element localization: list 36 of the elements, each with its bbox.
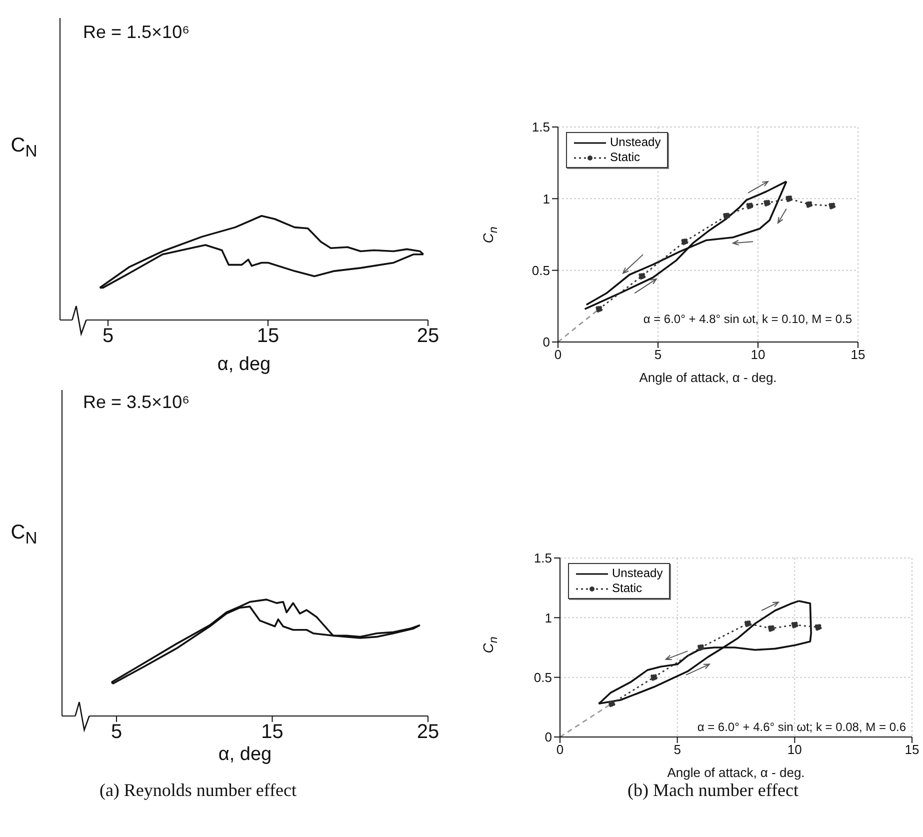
y-axis-title: C$_{N}$ [10,134,38,162]
x-tick-label: 0 [554,347,562,362]
x-tick-label: 15 [850,347,866,362]
legend-label: Static [612,581,642,596]
legend-label: Unsteady [612,566,663,581]
x-axis-title: Angle of attack, α - deg. [667,765,805,780]
x-tick-label: 25 [416,721,440,744]
y-tick-label: 0.5 [534,670,552,685]
annotation: α = 6.0° + 4.8° sin ωt, k = 0.10, M = 0.5 [643,312,852,326]
x-tick-label: 5 [102,325,114,348]
x-tick-label: 15 [261,721,284,744]
x-tick-label: 10 [750,347,766,362]
x-tick-label: 10 [787,742,802,758]
y-tick-label: 1.5 [532,120,550,135]
y-axis-title: C$_{N}$ [10,522,38,548]
x-tick-label: 25 [416,325,440,348]
x-tick-label: 5 [110,721,122,744]
y-tick-label: 1 [542,191,550,206]
text: Re = 1.5×10⁶ [83,22,190,43]
text: (a) Reynolds number effect [99,780,297,801]
x-tick-label: 0 [556,742,564,758]
annotation: α = 6.0° + 4.6° sin ωt; k = 0.08, M = 0.6 [697,720,906,734]
text: Re = 3.5×10⁶ [83,392,190,413]
x-axis-title: α, deg [217,354,271,375]
y-tick-label: 1 [544,610,552,626]
x-axis-title: Angle of attack, α - deg. [639,370,777,385]
x-tick-label: 5 [674,742,681,758]
legend-label: Unsteady [610,135,661,150]
x-tick-label: 15 [256,325,280,348]
legend-label: Static [610,150,640,165]
x-tick-label: 5 [654,347,662,362]
x-axis-title: α, deg [218,744,272,765]
y-tick-label: 0.5 [532,262,550,278]
x-tick-label: 15 [904,742,920,758]
y-tick-label: 1.5 [534,550,552,566]
text: (b) Mach number effect [627,780,799,801]
